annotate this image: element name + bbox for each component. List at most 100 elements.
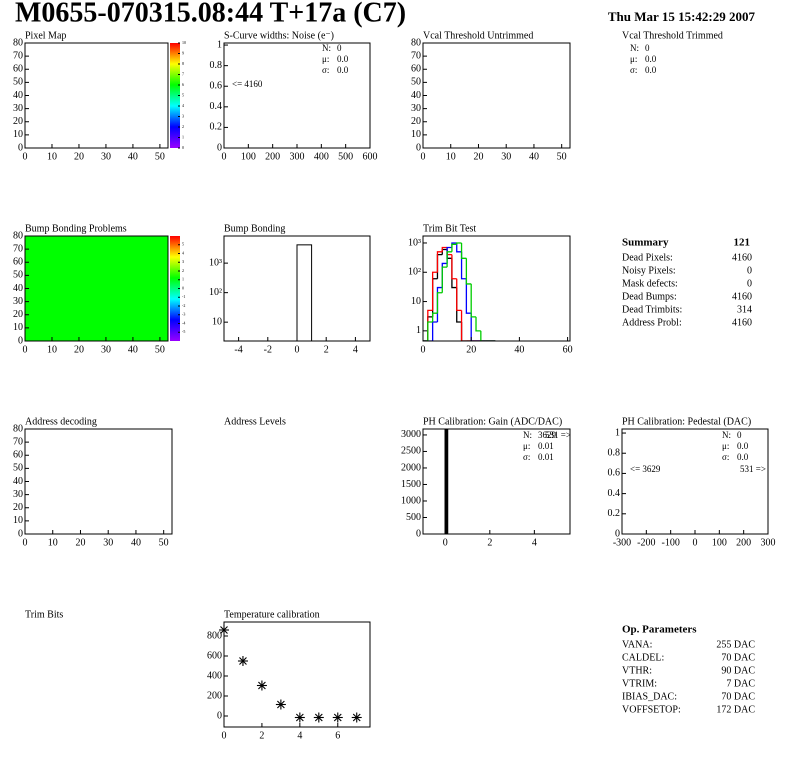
y-tick-label: 60: [411, 64, 421, 75]
op-label: VANA:: [622, 639, 652, 650]
x-tick-label: 40: [128, 151, 138, 162]
x-tick-label: 2: [324, 344, 329, 355]
stat-label: μ:: [322, 54, 329, 64]
y-tick-label: 70: [411, 50, 421, 61]
stat-label: σ:: [523, 452, 530, 462]
y-tick-label: 0: [416, 142, 421, 153]
z-tick-label: 9: [182, 50, 184, 55]
hist-step: [431, 321, 438, 341]
y-tick-label: 0.4: [608, 488, 621, 499]
y-tick-label: 20: [13, 116, 23, 127]
stat-label: N:: [722, 430, 731, 440]
x-tick-label: 30: [101, 344, 111, 355]
hist-step: [451, 242, 457, 248]
palette: [170, 236, 180, 341]
y-tick-label: 40: [411, 90, 421, 101]
x-tick-label: 200: [265, 151, 280, 162]
y-tick-label: 80: [13, 37, 23, 48]
x-tick-label: 20: [473, 151, 483, 162]
y-tick-label: 1500: [401, 479, 421, 490]
panel-title: PH Calibration: Pedestal (DAC): [622, 416, 751, 427]
y-tick-label: 30: [13, 103, 23, 114]
x-tick-label: 600: [363, 151, 378, 162]
stat-value: 0.0: [737, 441, 749, 451]
summary-value: 4160: [732, 252, 752, 263]
op-label: VOFFSETOP:: [622, 704, 681, 715]
hist-step: [441, 266, 448, 293]
summary-count: 121: [734, 237, 751, 249]
hist-step: [446, 249, 452, 259]
x-tick-label: 4: [532, 537, 537, 548]
stat-value: 0: [645, 43, 650, 53]
stat-value: 0.0: [737, 452, 749, 462]
panel-title: PH Calibration: Gain (ADC/DAC): [423, 416, 562, 427]
z-tick-label: 2: [182, 124, 184, 129]
panel-title: Address decoding: [25, 416, 97, 427]
hist-step: [480, 330, 486, 341]
stat-label: σ:: [322, 65, 329, 75]
y-tick-label: 1: [416, 325, 421, 336]
y-tick-label: 0.2: [210, 122, 223, 133]
y-tick-label: 80: [13, 230, 23, 241]
y-tick-label: 0: [18, 335, 23, 346]
summary-title: Summary: [622, 237, 669, 249]
z-tick-label: 4: [182, 103, 184, 108]
hist-step: [431, 271, 438, 311]
z-tick-label: -1: [182, 294, 185, 299]
z-tick-label: 10: [182, 40, 186, 45]
hist-step: [456, 242, 462, 245]
summary-label: Dead Pixels:: [622, 252, 673, 263]
y-tick-label: 0.6: [210, 81, 223, 92]
x-tick-label: 40: [529, 151, 539, 162]
op-value: 70 DAC: [721, 652, 755, 663]
x-tick-label: 0: [295, 344, 300, 355]
x-tick-label: 50: [155, 344, 165, 355]
hist-step: [436, 251, 443, 273]
y-tick-label: 0: [18, 142, 23, 153]
x-tick-label: 2: [259, 730, 264, 741]
panel-title: Bump Bonding: [224, 223, 285, 234]
x-tick-label: 0: [693, 537, 698, 548]
frame: [422, 42, 571, 149]
summary-value: 4160: [732, 317, 752, 328]
x-tick-label: 0: [421, 344, 426, 355]
summary-label: Mask defects:: [622, 278, 678, 289]
op-value: 255 DAC: [716, 639, 755, 650]
frame: [24, 428, 173, 535]
y-tick-label: 80: [411, 37, 421, 48]
x-tick-label: 100: [712, 537, 727, 548]
star-stroke: [314, 713, 323, 722]
stat-value: 3629: [538, 430, 557, 440]
x-tick-label: 4: [297, 730, 302, 741]
y-tick-label: 2000: [401, 462, 421, 473]
y-tick-label: 50: [13, 77, 23, 88]
y-tick-label: 10³: [408, 237, 421, 248]
x-tick-label: 2: [487, 537, 492, 548]
x-tick-label: 100: [241, 151, 256, 162]
y-tick-label: 200: [207, 690, 222, 701]
y-tick-label: 0.8: [210, 60, 223, 71]
stat-label: N:: [630, 43, 639, 53]
op-label: VTHR:: [622, 665, 652, 676]
op-title: Op. Parameters: [622, 624, 697, 636]
panel-title: Vcal Threshold Trimmed: [622, 30, 723, 41]
summary-value: 0: [747, 278, 752, 289]
palette: [170, 43, 180, 148]
x-tick-label: 50: [557, 151, 567, 162]
panel-title: Bump Bonding Problems: [25, 223, 127, 234]
y-tick-label: 60: [13, 257, 23, 268]
y-tick-label: 0: [217, 710, 222, 721]
stat-label: σ:: [630, 65, 637, 75]
annotation: <= 4160: [232, 79, 263, 89]
y-tick-label: 70: [13, 436, 23, 447]
z-tick-label: 1: [182, 277, 184, 282]
y-tick-label: 3000: [401, 429, 421, 440]
frame: [223, 621, 371, 728]
z-tick-label: 7: [182, 71, 184, 76]
op-value: 172 DAC: [716, 704, 755, 715]
x-tick-label: 300: [761, 537, 776, 548]
x-tick-label: 10: [48, 537, 58, 548]
stat-value: 0.0: [337, 65, 349, 75]
hist-step: [451, 254, 457, 280]
x-tick-label: 0: [23, 344, 28, 355]
